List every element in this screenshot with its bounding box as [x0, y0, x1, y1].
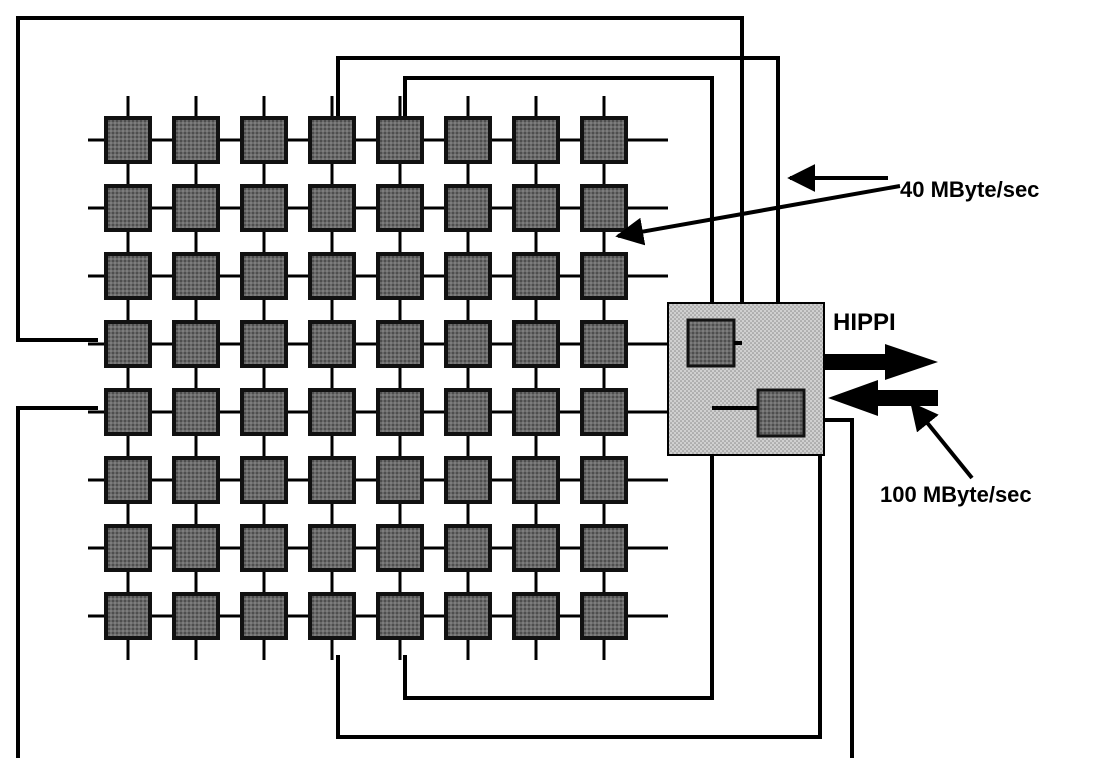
processor-node — [308, 184, 356, 232]
processor-node — [104, 524, 152, 572]
processor-node — [376, 456, 424, 504]
processor-node — [376, 388, 424, 436]
processor-node — [104, 388, 152, 436]
processor-node — [172, 252, 220, 300]
processor-node — [444, 252, 492, 300]
processor-node — [444, 592, 492, 640]
processor-node — [580, 592, 628, 640]
processor-node — [512, 388, 560, 436]
mesh-links — [88, 96, 668, 660]
processor-node — [512, 320, 560, 368]
processor-node — [512, 592, 560, 640]
processor-node — [240, 184, 288, 232]
link-rate-label: 40 MByte/sec — [900, 177, 1039, 202]
processor-node — [580, 116, 628, 164]
processor-node — [444, 320, 492, 368]
hippi-rate-arrow — [910, 401, 974, 480]
processor-node — [104, 116, 152, 164]
processor-node — [308, 524, 356, 572]
processor-node — [308, 456, 356, 504]
processor-node — [104, 320, 152, 368]
processor-mesh — [104, 116, 628, 640]
processor-node — [512, 252, 560, 300]
processor-node — [240, 592, 288, 640]
processor-node — [308, 116, 356, 164]
processor-node — [308, 592, 356, 640]
hippi-io-arrows — [824, 344, 938, 416]
processor-node — [240, 252, 288, 300]
processor-node — [104, 252, 152, 300]
processor-node — [240, 456, 288, 504]
outer-loop-bottom — [16, 406, 854, 758]
hippi-interface — [667, 302, 825, 456]
processor-node — [376, 592, 424, 640]
processor-node — [172, 388, 220, 436]
hippi-node-in — [686, 318, 736, 368]
processor-node — [444, 388, 492, 436]
processor-node — [580, 252, 628, 300]
hippi-rate-label: 100 MByte/sec — [880, 482, 1032, 507]
processor-node — [240, 116, 288, 164]
processor-node — [172, 116, 220, 164]
processor-node — [376, 116, 424, 164]
hippi-node-out — [756, 388, 806, 438]
processor-node — [308, 320, 356, 368]
processor-node — [376, 252, 424, 300]
processor-node — [104, 456, 152, 504]
processor-node — [580, 456, 628, 504]
processor-node — [172, 592, 220, 640]
annotation-arrows — [615, 164, 974, 480]
processor-node — [580, 388, 628, 436]
processor-node — [512, 184, 560, 232]
processor-node — [444, 456, 492, 504]
processor-node — [512, 116, 560, 164]
processor-node — [240, 388, 288, 436]
processor-node — [308, 252, 356, 300]
processor-node — [172, 184, 220, 232]
hippi-label: HIPPI — [833, 309, 896, 336]
processor-node — [104, 184, 152, 232]
processor-node — [580, 184, 628, 232]
hippi-input-arrow — [828, 380, 938, 416]
processor-node — [104, 592, 152, 640]
processor-node — [512, 524, 560, 572]
processor-node — [172, 320, 220, 368]
processor-node — [444, 116, 492, 164]
processor-node — [376, 524, 424, 572]
processor-node — [512, 456, 560, 504]
processor-node — [376, 184, 424, 232]
processor-node — [240, 524, 288, 572]
link-rate-arrow-to-mesh — [615, 184, 901, 246]
processor-node — [172, 524, 220, 572]
processor-node — [580, 320, 628, 368]
processor-node — [376, 320, 424, 368]
processor-node — [172, 456, 220, 504]
processor-node — [444, 524, 492, 572]
processor-node — [240, 320, 288, 368]
processor-node — [308, 388, 356, 436]
hippi-output-arrow — [824, 344, 938, 380]
processor-node — [580, 524, 628, 572]
processor-node — [444, 184, 492, 232]
